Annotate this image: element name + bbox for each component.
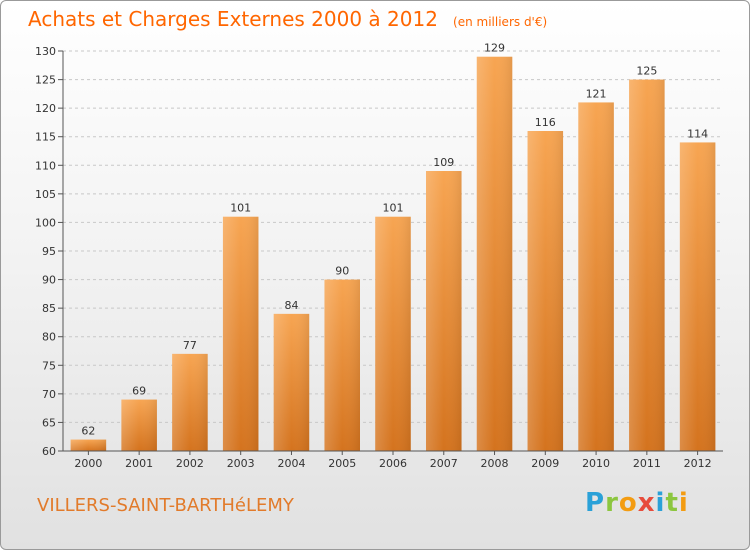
y-tick-label: 115 bbox=[35, 131, 56, 144]
chart-title: Achats et Charges Externes 2000 à 2012 bbox=[28, 7, 438, 31]
y-axis: 60 65 70 75 80 85 90 95 100 105 110 115 120 125 130 bbox=[35, 45, 64, 458]
bar-group: 77 bbox=[172, 339, 208, 451]
bar-shading bbox=[273, 313, 310, 451]
brand-letter: x bbox=[637, 488, 656, 518]
bar-group: 69 bbox=[121, 385, 157, 451]
x-tick-label: 2002 bbox=[176, 457, 204, 470]
x-tick-label: 2000 bbox=[74, 457, 102, 470]
brand-letter: i bbox=[678, 488, 689, 518]
bar-group: 101 bbox=[222, 202, 259, 451]
x-tick-label: 2008 bbox=[481, 457, 509, 470]
bar-group: 129 bbox=[476, 42, 513, 451]
bar-shading bbox=[578, 102, 614, 451]
bar-value-label: 125 bbox=[636, 65, 657, 78]
x-tick-label: 2006 bbox=[379, 457, 407, 470]
y-tick-label: 80 bbox=[42, 331, 56, 344]
y-tick-label: 85 bbox=[42, 302, 56, 315]
y-tick-label: 120 bbox=[35, 102, 56, 115]
bar-shading bbox=[70, 439, 107, 451]
brand-letter: i bbox=[655, 488, 666, 518]
y-tick-label: 65 bbox=[42, 416, 56, 429]
bar-shading bbox=[222, 216, 259, 451]
bar-shading bbox=[629, 79, 665, 452]
y-tick-label: 130 bbox=[35, 45, 56, 58]
x-tick-label: 2005 bbox=[328, 457, 356, 470]
y-tick-label: 70 bbox=[42, 388, 56, 401]
bar-value-label: 129 bbox=[484, 42, 505, 55]
y-tick-label: 90 bbox=[42, 274, 56, 287]
x-tick-label: 2012 bbox=[684, 457, 712, 470]
bar-group: 62 bbox=[70, 425, 107, 451]
bar-group: 116 bbox=[527, 116, 564, 451]
bar-value-label: 77 bbox=[183, 339, 197, 352]
x-tick-label: 2001 bbox=[125, 457, 153, 470]
y-tick-label: 105 bbox=[35, 188, 56, 201]
bar-shading bbox=[527, 131, 564, 451]
bar-group: 84 bbox=[273, 299, 310, 451]
bar-group: 114 bbox=[679, 127, 716, 451]
y-tick-label: 95 bbox=[42, 245, 56, 258]
bar-value-label: 114 bbox=[687, 127, 708, 140]
bar-value-label: 84 bbox=[284, 299, 298, 312]
chart-title-block: Achats et Charges Externes 2000 à 2012 (… bbox=[28, 7, 547, 31]
bar-shading bbox=[476, 56, 513, 451]
brand-letter: o bbox=[618, 488, 638, 518]
y-tick-label: 75 bbox=[42, 359, 56, 372]
bar-shading bbox=[426, 171, 462, 451]
bar-value-label: 101 bbox=[383, 202, 404, 215]
brand-letter: r bbox=[605, 488, 619, 518]
y-tick-label: 60 bbox=[42, 445, 56, 458]
bar-shading bbox=[172, 353, 208, 451]
proxiti-logo[interactable]: Proxiti bbox=[585, 488, 689, 518]
x-axis: 2000 2001 2002 2003 2004 2005 2006 2007 2008 2009… bbox=[63, 450, 723, 470]
bar-value-label: 62 bbox=[81, 425, 95, 438]
brand-letter: t bbox=[665, 488, 679, 518]
bar-group: 90 bbox=[324, 265, 360, 451]
y-tick-label: 125 bbox=[35, 74, 56, 87]
bar-shading bbox=[375, 216, 411, 451]
bar-group: 125 bbox=[629, 65, 665, 452]
town-name: VILLERS-SAINT-BARTHéLEMY bbox=[37, 495, 294, 516]
bar-group: 109 bbox=[426, 156, 462, 451]
bar-value-label: 116 bbox=[535, 116, 556, 129]
x-tick-label: 2011 bbox=[633, 457, 661, 470]
chart-subtitle: (en milliers d'€) bbox=[453, 15, 548, 29]
bars: 62 69 77 101 84 90 101 109 129 116 121 125 114 bbox=[70, 42, 716, 452]
bar-value-label: 121 bbox=[586, 87, 607, 100]
brand-letter: P bbox=[585, 488, 606, 518]
bar-value-label: 69 bbox=[132, 385, 146, 398]
bar-value-label: 109 bbox=[433, 156, 454, 169]
x-tick-label: 2003 bbox=[227, 457, 255, 470]
bar-shading bbox=[679, 142, 716, 451]
x-tick-label: 2004 bbox=[277, 457, 305, 470]
y-tick-label: 110 bbox=[35, 159, 56, 172]
bar-value-label: 90 bbox=[335, 265, 349, 278]
bar-value-label: 101 bbox=[230, 202, 251, 215]
bar-shading bbox=[324, 279, 360, 451]
bar-group: 121 bbox=[578, 87, 614, 451]
y-tick-label: 100 bbox=[35, 216, 56, 229]
x-tick-label: 2007 bbox=[430, 457, 458, 470]
bar-shading bbox=[121, 399, 157, 451]
x-tick-label: 2010 bbox=[582, 457, 610, 470]
x-tick-label: 2009 bbox=[531, 457, 559, 470]
bar-group: 101 bbox=[375, 202, 411, 451]
